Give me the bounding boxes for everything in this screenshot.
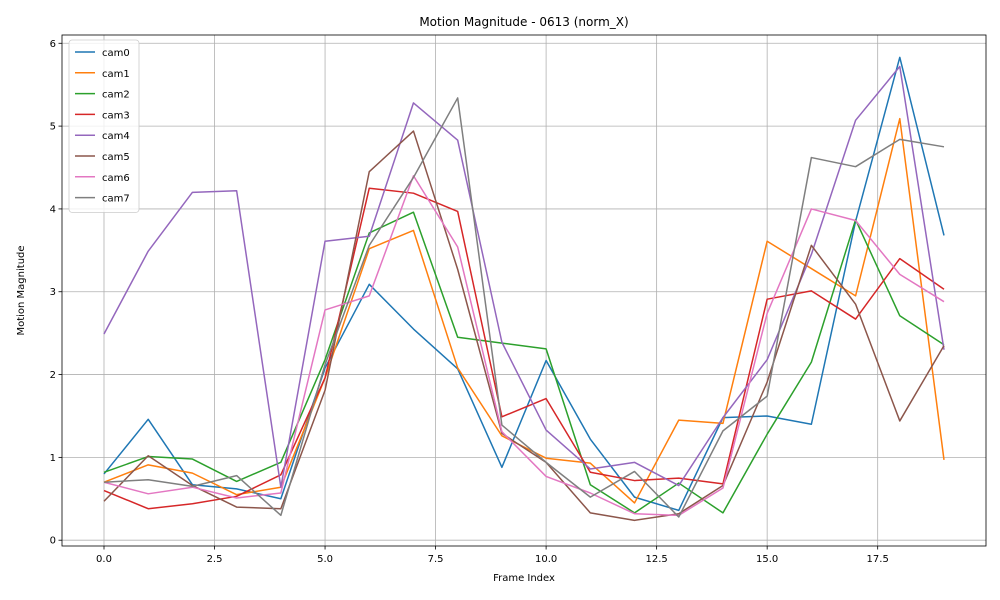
series-line-cam4 <box>103 65 945 488</box>
plot-frame <box>61 34 987 547</box>
legend-label-cam4: cam4 <box>102 131 130 142</box>
y-axis: 0 1 2 3 4 5 6 <box>50 39 62 547</box>
chart-title: Motion Magnitude - 0613 (norm_X) <box>419 15 628 29</box>
x-axis: 0.0 2.5 5.0 7.5 10.0 12.5 15.0 17.5 <box>96 546 889 565</box>
series-line-cam3 <box>103 187 945 510</box>
legend: cam0 cam1 cam2 cam3 cam4 cam5 cam6 cam7 <box>68 39 140 213</box>
legend-label-cam3: cam3 <box>102 110 130 121</box>
x-tick-label: 17.5 <box>867 554 889 565</box>
y-tick-label: 6 <box>50 39 56 50</box>
legend-label-cam7: cam7 <box>102 194 130 205</box>
legend-label-cam1: cam1 <box>102 69 130 80</box>
legend-label-cam0: cam0 <box>102 48 130 59</box>
x-tick-label: 10.0 <box>535 554 557 565</box>
x-tick-label: 2.5 <box>207 554 223 565</box>
grid <box>62 35 986 546</box>
legend-box <box>68 39 140 213</box>
x-tick-label: 0.0 <box>96 554 112 565</box>
x-tick-label: 7.5 <box>428 554 444 565</box>
y-tick-label: 4 <box>50 204 56 215</box>
series-line-cam2 <box>103 211 945 514</box>
y-tick-label: 5 <box>50 122 56 133</box>
x-tick-label: 15.0 <box>756 554 778 565</box>
series-lines <box>103 56 945 522</box>
y-tick-label: 2 <box>50 370 56 381</box>
y-tick-label: 3 <box>50 287 56 298</box>
x-tick-label: 12.5 <box>645 554 667 565</box>
legend-label-cam5: cam5 <box>102 152 130 163</box>
y-axis-label: Motion Magnitude <box>16 245 27 335</box>
y-tick-label: 0 <box>50 536 56 547</box>
series-line-cam0 <box>103 56 945 512</box>
x-axis-label: Frame Index <box>493 573 555 584</box>
series-line-cam7 <box>103 97 945 518</box>
series-line-cam6 <box>103 175 945 517</box>
y-tick-label: 1 <box>50 453 56 464</box>
legend-label-cam2: cam2 <box>102 90 130 101</box>
x-tick-label: 5.0 <box>317 554 333 565</box>
legend-label-cam6: cam6 <box>102 173 130 184</box>
series-line-cam5 <box>103 130 945 522</box>
